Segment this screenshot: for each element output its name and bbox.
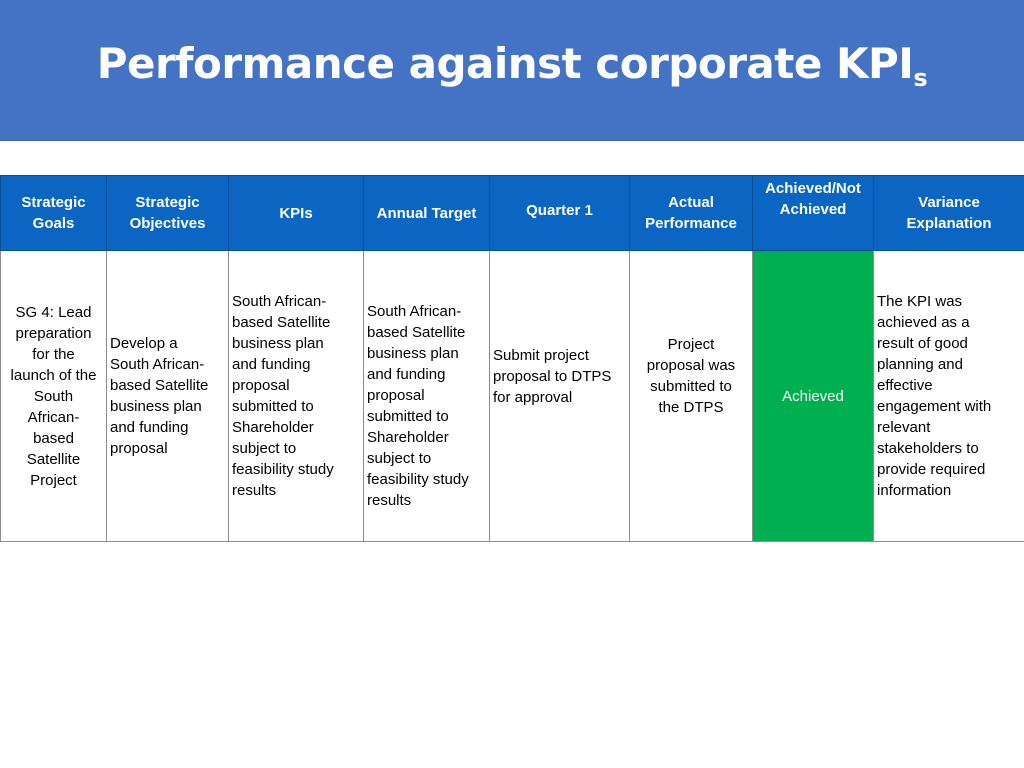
cell-annual-target: South African- based Satellite business … bbox=[363, 250, 490, 542]
header-strategic-goals: Strategic Goals bbox=[0, 175, 107, 251]
header-quarter-1: Quarter 1 bbox=[489, 175, 630, 251]
slide-title: Performance against corporate KPIs bbox=[96, 38, 928, 92]
header-annual-target: Annual Target bbox=[363, 175, 490, 251]
header-kpis: KPIs bbox=[228, 175, 364, 251]
header-variance-explanation: Variance Explanation bbox=[873, 175, 1024, 251]
header-achieved-status: Achieved/Not Achieved bbox=[752, 175, 874, 251]
header-strategic-objectives: Strategic Objectives bbox=[106, 175, 229, 251]
kpi-table: Strategic Goals Strategic Objectives KPI… bbox=[0, 175, 1024, 542]
header-actual-performance: Actual Performance bbox=[629, 175, 753, 251]
slide-title-main: Performance against corporate KPI bbox=[96, 38, 914, 88]
slide-title-suffix: s bbox=[913, 63, 928, 92]
title-banner: Performance against corporate KPIs bbox=[0, 0, 1024, 141]
table-row: SG 4: Lead preparation for the launch of… bbox=[0, 250, 1024, 542]
cell-actual-performance: Project proposal was submitted to the DT… bbox=[629, 250, 753, 542]
cell-strategic-goal: SG 4: Lead preparation for the launch of… bbox=[0, 250, 107, 542]
cell-variance-explanation: The KPI was achieved as a result of good… bbox=[873, 250, 1024, 542]
cell-kpi: South African- based Satellite business … bbox=[228, 250, 364, 542]
table-header-row: Strategic Goals Strategic Objectives KPI… bbox=[0, 175, 1024, 251]
cell-quarter-1: Submit project proposal to DTPS for appr… bbox=[489, 250, 630, 542]
status-badge: Achieved bbox=[752, 250, 874, 542]
cell-strategic-objective: Develop a South African- based Satellite… bbox=[106, 250, 229, 542]
